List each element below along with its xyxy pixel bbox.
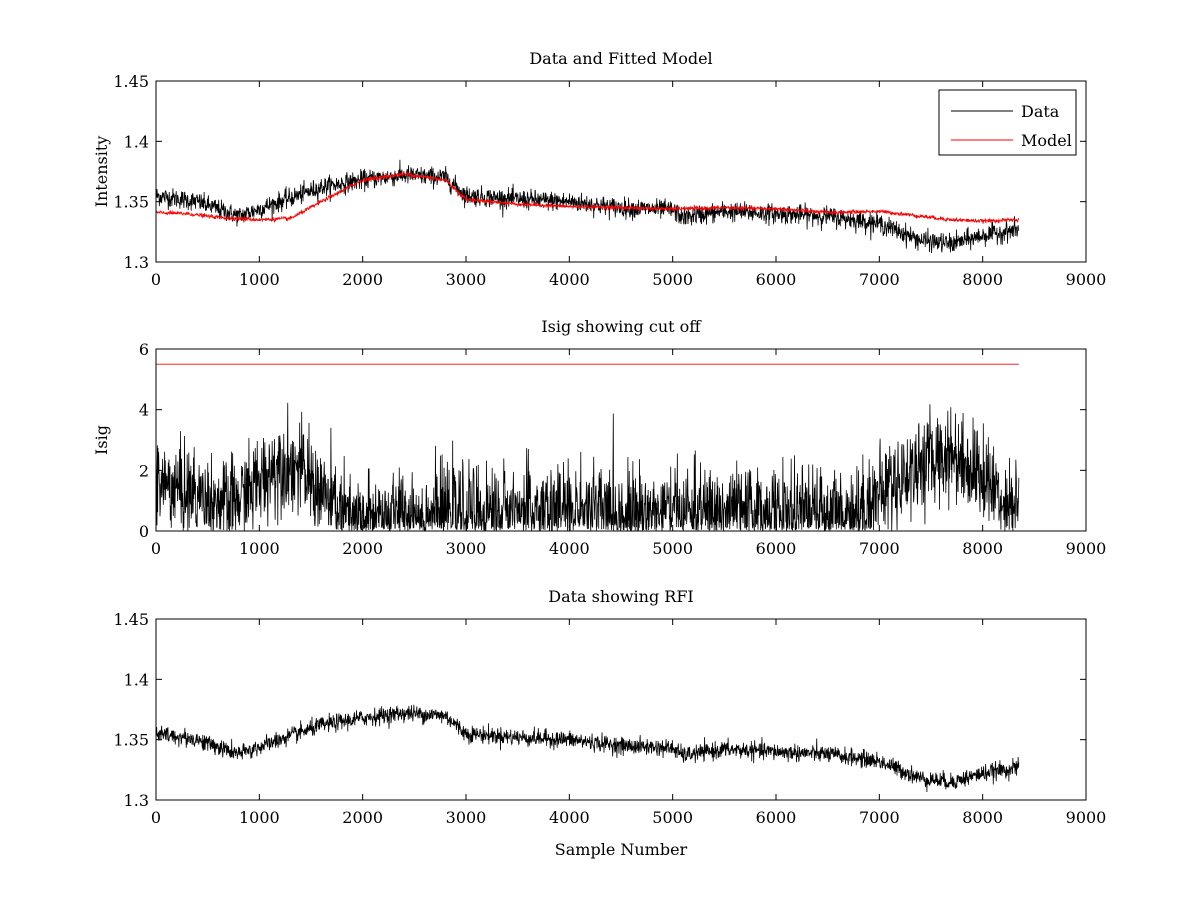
x-tick-label: 2000: [342, 270, 383, 289]
x-tick-label: 8000: [962, 808, 1003, 827]
y-tick-label: 1.3: [124, 791, 149, 810]
x-tick-label: 1000: [239, 270, 280, 289]
x-tick-label: 2000: [342, 539, 383, 558]
y-tick-label: 1.45: [113, 72, 149, 91]
x-tick-label: 4000: [549, 808, 590, 827]
legend-box: [938, 89, 1077, 156]
series-model-line: [156, 171, 1020, 225]
subplot-1: 0 1000 2000 3000 4000 5000 6000 7000 8000 9000 1.3…: [92, 49, 1106, 289]
x-tick-label: 6000: [756, 808, 797, 827]
x-tick-label: 1000: [239, 539, 280, 558]
legend-label-model: Model: [1021, 131, 1072, 150]
y-tick-label: 1.4: [124, 670, 149, 689]
x-tick-label: 5000: [652, 539, 693, 558]
y-tick-label: 1.3: [124, 253, 149, 272]
subplot-title: Isig showing cut off: [541, 317, 702, 336]
x-tick-label: 8000: [962, 539, 1003, 558]
y-tick-label: 6: [139, 340, 149, 359]
series-data-line: [156, 704, 1020, 792]
x-tick-label: 6000: [756, 539, 797, 558]
x-tick-label: 1000: [239, 808, 280, 827]
x-tick-label: 3000: [446, 808, 487, 827]
series-isig-line: [156, 402, 1020, 531]
subplot-title: Data and Fitted Model: [529, 49, 712, 68]
x-tick-label: 5000: [652, 270, 693, 289]
plot-area: [156, 704, 1020, 792]
y-axis-label: Isig: [92, 425, 111, 455]
plot-area: [156, 159, 1020, 254]
y-tick-label: 2: [139, 461, 149, 480]
x-tick-label: 9000: [1066, 539, 1107, 558]
x-tick-label: 2000: [342, 808, 383, 827]
x-tick-label: 6000: [756, 270, 797, 289]
x-tick-label: 7000: [859, 808, 900, 827]
axes-frame: [155, 80, 1087, 263]
y-tick-label: 1.35: [113, 731, 149, 750]
legend-label-data: Data: [1021, 102, 1060, 121]
x-tick-label: 4000: [549, 539, 590, 558]
axes-frame: [155, 618, 1087, 801]
axes-frame: [155, 348, 1087, 532]
x-tick-label: 7000: [859, 270, 900, 289]
x-tick-label: 8000: [962, 270, 1003, 289]
plot-area: [156, 363, 1020, 531]
x-tick-label: 9000: [1066, 808, 1107, 827]
x-axis-label: Sample Number: [555, 840, 688, 859]
x-tick-label: 3000: [446, 270, 487, 289]
x-tick-label: 3000: [446, 539, 487, 558]
x-tick-label: 7000: [859, 539, 900, 558]
y-axis-label: Intensity: [92, 136, 111, 208]
series-data-line: [156, 159, 1020, 254]
x-tick-label: 5000: [652, 808, 693, 827]
y-tick-label: 0: [139, 522, 149, 541]
subplot-2: 0 1000 2000 3000 4000 5000 6000 7000 8000 9000 0 2 4…: [92, 317, 1106, 558]
x-tick-label: 0: [151, 808, 161, 827]
x-tick-label: 9000: [1066, 270, 1107, 289]
x-tick-label: 0: [151, 270, 161, 289]
subplot-3: 0 1000 2000 3000 4000 5000 6000 7000 8000 9000 1.3…: [113, 587, 1106, 859]
y-tick-label: 1.45: [113, 610, 149, 629]
y-tick-label: 4: [139, 401, 149, 420]
legend: Data Model: [938, 89, 1077, 156]
x-tick-label: 0: [151, 539, 161, 558]
y-tick-label: 1.4: [124, 132, 149, 151]
y-tick-label: 1.35: [113, 193, 149, 212]
subplot-title: Data showing RFI: [548, 587, 693, 606]
x-tick-label: 4000: [549, 270, 590, 289]
